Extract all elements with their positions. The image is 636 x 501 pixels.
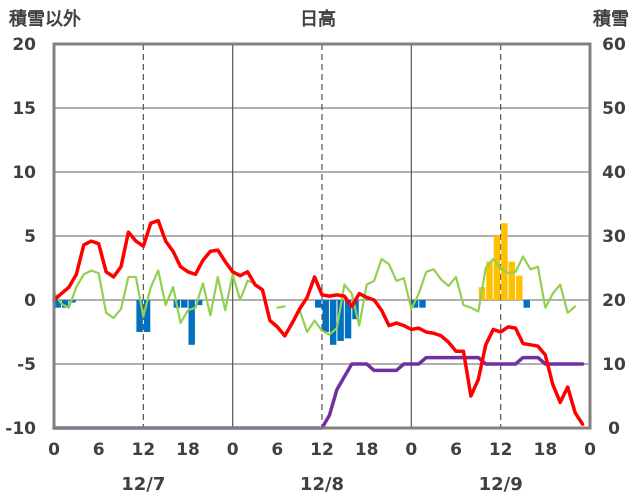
- precipitation-snow-bar: [493, 236, 501, 300]
- temperature-line: [52, 218, 585, 426]
- x-tick-label: 0: [584, 440, 596, 460]
- x-tick-label: 6: [93, 440, 105, 460]
- series-lines: [52, 218, 585, 430]
- precipitation-rain-bar: [337, 300, 344, 341]
- left-axis-title: 積雪以外: [8, 8, 81, 30]
- precipitation-rain-bar: [181, 300, 188, 308]
- x-tick-label: 18: [533, 440, 557, 460]
- precipitation-snow-bar: [516, 275, 523, 300]
- grid: [54, 44, 590, 428]
- x-tick-label: 6: [450, 440, 462, 460]
- precipitation-rain-bar: [523, 300, 530, 308]
- precipitation-snow-bar: [501, 223, 508, 300]
- y-right-tick-label: 10: [602, 355, 626, 375]
- x-tick-label: 18: [176, 440, 200, 460]
- y-left-tick-label: -5: [17, 355, 36, 375]
- y-left-tick-label: -10: [5, 419, 36, 439]
- precipitation-snow-bar: [486, 261, 493, 300]
- y-left-tick-label: 5: [24, 227, 36, 247]
- y-right-tick-label: 60: [602, 35, 626, 55]
- precipitation-rain-bar: [188, 300, 195, 345]
- date-label: 12/8: [300, 474, 344, 495]
- precipitation-rain-bar: [143, 300, 151, 332]
- y-left-tick-label: 15: [12, 99, 36, 119]
- x-tick-label: 12: [131, 440, 155, 460]
- x-tick-label: 18: [355, 440, 379, 460]
- y-right-tick-label: 30: [602, 227, 626, 247]
- chart-title: 日高: [300, 8, 336, 30]
- precipitation-rain-bar: [54, 300, 61, 308]
- x-tick-label: 12: [310, 440, 334, 460]
- precipitation-rain-bar: [322, 300, 329, 332]
- x-tick-label: 0: [227, 440, 239, 460]
- precipitation-rain-bar: [315, 300, 322, 308]
- y-right-tick-label: 0: [608, 419, 620, 439]
- plot-frame: [52, 42, 592, 430]
- date-label: 12/9: [479, 474, 523, 495]
- precipitation-rain-bar: [61, 300, 69, 308]
- wind-line: [52, 255, 577, 336]
- y-right-tick-label: 20: [602, 291, 626, 311]
- precipitation-rain-bar: [419, 300, 426, 308]
- precipitation-rain-bar: [411, 300, 419, 308]
- y-left-tick-label: 10: [12, 163, 36, 183]
- precipitation-snow-bar: [508, 261, 516, 300]
- date-label: 12/7: [121, 474, 165, 495]
- y-right-tick-label: 40: [602, 163, 626, 183]
- precipitation-rain-bar: [344, 300, 352, 339]
- y-left-tick-label: 20: [12, 35, 36, 55]
- x-tick-label: 12: [489, 440, 513, 460]
- snow-depth-line: [52, 355, 585, 430]
- precipitation-rain-bar: [136, 300, 143, 332]
- precipitation-rain-bar: [195, 300, 203, 306]
- x-tick-label: 6: [271, 440, 283, 460]
- x-tick-label: 0: [48, 440, 60, 460]
- y-right-tick-label: 50: [602, 99, 626, 119]
- right-axis-title: 積雪: [592, 8, 629, 30]
- precipitation-rain-bar: [69, 300, 76, 303]
- x-tick-label: 0: [405, 440, 417, 460]
- precipitation-rain-bar: [329, 300, 337, 345]
- y-left-tick-label: 0: [24, 291, 36, 311]
